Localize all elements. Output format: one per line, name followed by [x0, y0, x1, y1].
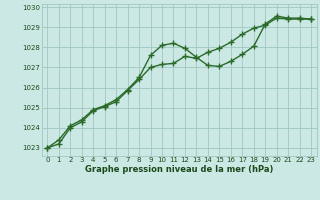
X-axis label: Graphe pression niveau de la mer (hPa): Graphe pression niveau de la mer (hPa)	[85, 165, 273, 174]
